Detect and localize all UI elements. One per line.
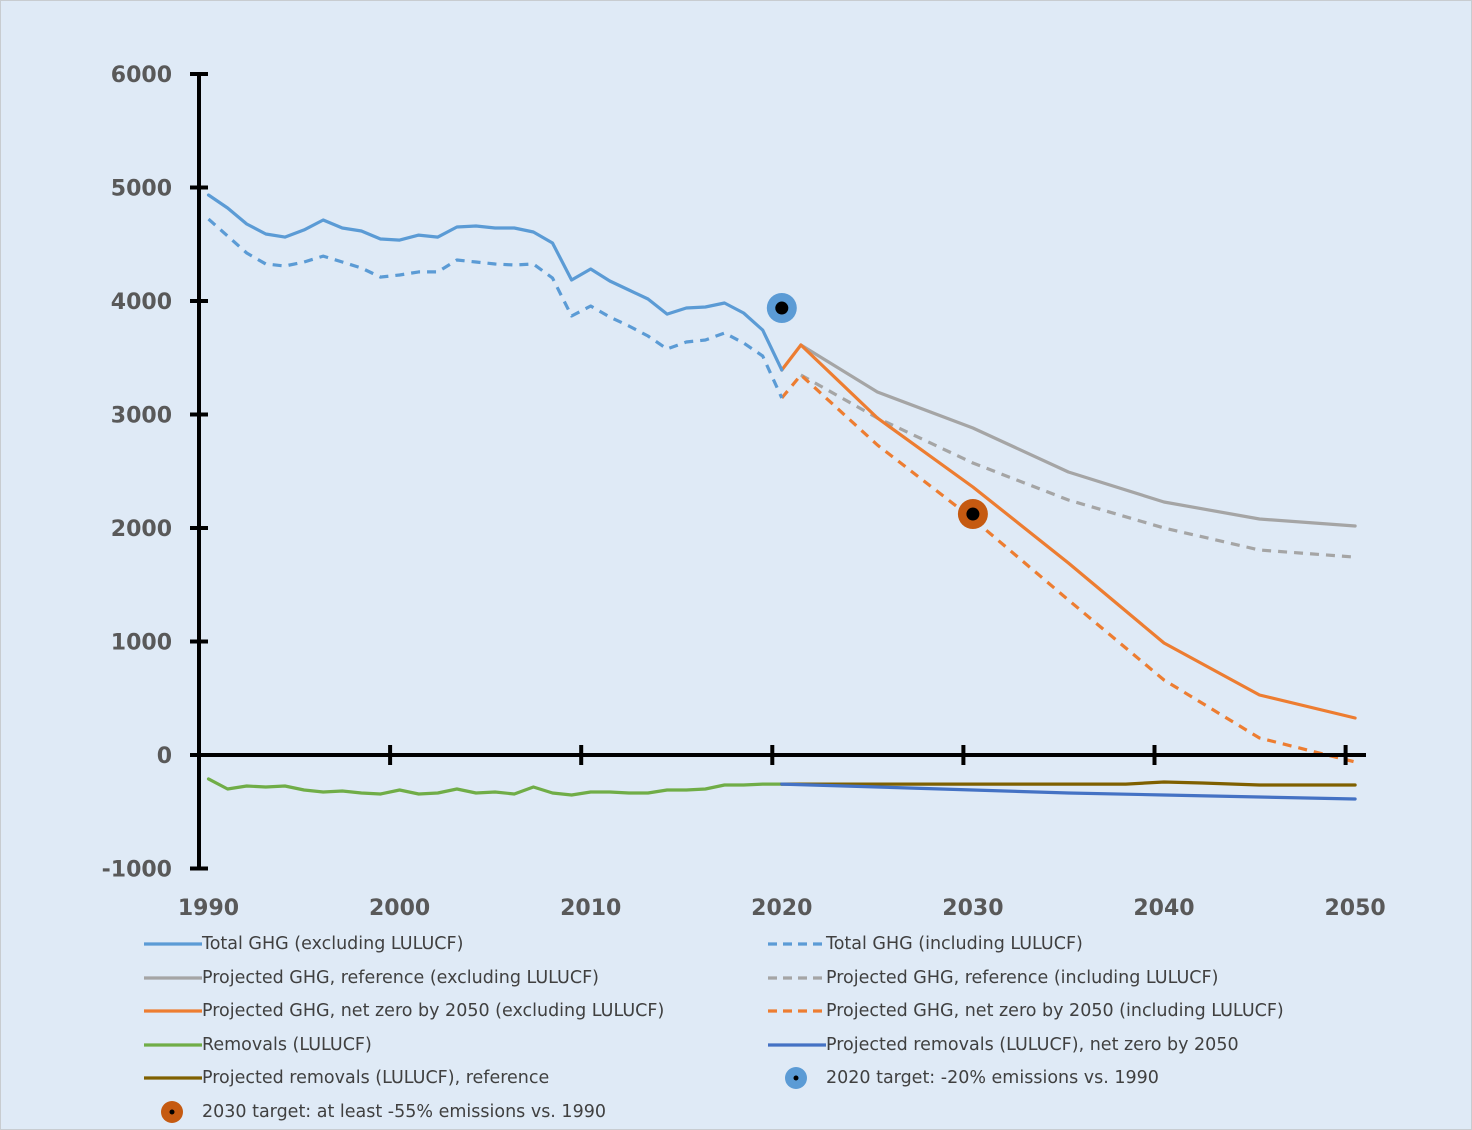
series-line-removals-lulucf: [206, 777, 784, 797]
legend-swatch-dashed-line-icon: [768, 976, 826, 980]
series-line-projected-ghg-reference-including-lulucf: [800, 373, 1356, 559]
legend-item-removals[interactable]: Removals (LULUCF): [142, 1033, 372, 1057]
x-tick-label: 2000: [369, 896, 430, 921]
series-line-total-ghg-excluding-lulucf: [206, 193, 784, 372]
legend-item-2020-target[interactable]: 2020 target: -20% emissions vs. 1990: [766, 1066, 1159, 1090]
legend-label: Removals (LULUCF): [202, 1035, 372, 1055]
legend-label: 2030 target: at least -55% emissions vs.…: [202, 1102, 606, 1122]
legend-swatch-solid-line-icon: [144, 942, 202, 946]
markers-layer: [766, 293, 988, 530]
legend-label: Projected removals (LULUCF), reference: [202, 1068, 550, 1088]
legend-label: Total GHG (excluding LULUCF): [202, 934, 464, 954]
legend-swatch-solid-line-icon: [144, 1076, 202, 1080]
legend-item-total-ghg-incl[interactable]: Total GHG (including LULUCF): [766, 932, 1083, 956]
legend-swatch-dashed-line-icon: [768, 942, 826, 946]
series-layer: [206, 193, 1357, 801]
series-line-projected-removals-lulucf-reference: [780, 780, 1357, 787]
target-marker-center: [775, 301, 789, 315]
x-tick-labels: 1990 2000 2010 2020 2030 2040 2050: [178, 896, 1386, 921]
legend-label: Projected GHG, net zero by 2050 (excludi…: [202, 1001, 665, 1021]
legend-label: Projected removals (LULUCF), net zero by…: [826, 1035, 1239, 1055]
legend-item-projected-removals-netzero[interactable]: Projected removals (LULUCF), net zero by…: [766, 1033, 1239, 1057]
axes-layer: [193, 72, 1366, 871]
legend-item-2030-target[interactable]: 2030 target: at least -55% emissions vs.…: [142, 1100, 606, 1124]
series-line-projected-ghg-reference-excluding-lulucf: [799, 343, 1357, 528]
series-line-projected-removals-lulucf-net-zero-by-2050: [780, 782, 1357, 801]
y-tick-labels: 6000 5000 4000 3000 2000 1000 0 -1000: [102, 63, 172, 883]
legend-marker-dot: [793, 1075, 799, 1081]
y-tick-label: -1000: [102, 858, 172, 883]
legend-swatch-dashed-line-icon: [768, 1009, 826, 1013]
y-tick-label: 1000: [111, 631, 172, 656]
ticks-layer: [190, 72, 1348, 871]
y-tick-label: 2000: [111, 517, 172, 542]
x-tick-label: 2040: [1133, 896, 1194, 921]
legend-label: Projected GHG, net zero by 2050 (includi…: [826, 1001, 1284, 1021]
legend-swatch-solid-line-icon: [768, 1043, 826, 1047]
legend-item-projected-netzero-incl[interactable]: Projected GHG, net zero by 2050 (includi…: [766, 999, 1284, 1023]
legend-swatch-target-marker-icon: [785, 1067, 807, 1089]
legend-swatch-solid-line-icon: [144, 1009, 202, 1013]
x-tick-label: 2010: [560, 896, 621, 921]
y-tick-label: 3000: [111, 404, 172, 429]
x-tick-label: 2030: [942, 896, 1003, 921]
legend-item-projected-removals-reference[interactable]: Projected removals (LULUCF), reference: [142, 1066, 549, 1090]
legend-label: Projected GHG, reference (excluding LULU…: [202, 968, 599, 988]
legend-item-projected-netzero-excl[interactable]: Projected GHG, net zero by 2050 (excludi…: [142, 999, 664, 1023]
y-tick-label: 0: [157, 744, 172, 769]
x-tick-label: 2020: [751, 896, 812, 921]
legend-item-total-ghg-excl[interactable]: Total GHG (excluding LULUCF): [142, 932, 463, 956]
x-tick-label: 2050: [1324, 896, 1385, 921]
x-tick-label: 1990: [178, 896, 239, 921]
legend-label: 2020 target: -20% emissions vs. 1990: [826, 1068, 1159, 1088]
legend-marker-dot: [169, 1109, 175, 1115]
legend-item-projected-reference-incl[interactable]: Projected GHG, reference (including LULU…: [766, 966, 1218, 990]
legend-label: Projected GHG, reference (including LULU…: [826, 968, 1219, 988]
y-tick-label: 6000: [111, 63, 172, 88]
target-marker-center: [966, 507, 980, 521]
legend-label: Total GHG (including LULUCF): [826, 934, 1083, 954]
legend-swatch-target-marker-icon: [161, 1101, 183, 1123]
series-line-projected-ghg-net-zero-by-2050-including-lulucf: [780, 373, 1356, 764]
legend-item-projected-reference-excl[interactable]: Projected GHG, reference (excluding LULU…: [142, 966, 599, 990]
legend-swatch-solid-line-icon: [144, 976, 202, 980]
series-line-total-ghg-including-lulucf: [207, 217, 784, 399]
y-tick-label: 5000: [111, 177, 172, 202]
series-line-projected-ghg-net-zero-by-2050-excluding-lulucf: [780, 343, 1357, 720]
y-tick-label: 4000: [111, 290, 172, 315]
legend-swatch-solid-line-icon: [144, 1043, 202, 1047]
